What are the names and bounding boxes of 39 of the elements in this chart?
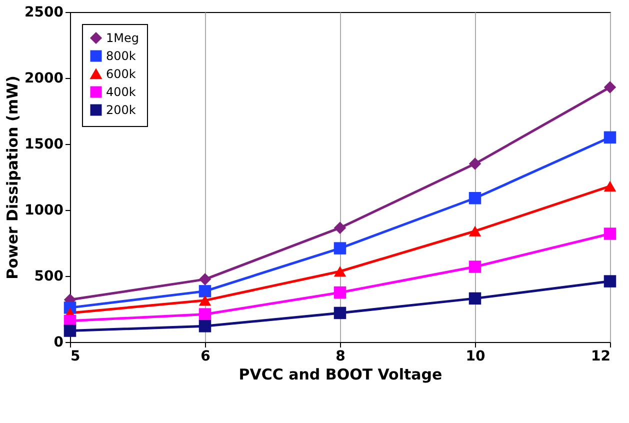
point	[198, 273, 212, 286]
legend-label: 400k	[106, 85, 136, 99]
y-tick-label: 0	[54, 334, 64, 350]
point	[604, 81, 616, 94]
legend-label: 800k	[106, 49, 136, 63]
point	[198, 285, 212, 298]
y-tick-label: 2000	[24, 70, 64, 86]
point	[468, 260, 482, 273]
point	[604, 275, 616, 288]
point	[468, 226, 482, 236]
point	[604, 228, 616, 240]
point	[198, 308, 212, 320]
x-tick-label: 10	[466, 348, 486, 364]
point	[198, 295, 212, 306]
y-tick-label: 1000	[24, 202, 64, 218]
point	[468, 292, 482, 305]
x-tick-label: 8	[336, 348, 346, 364]
y-tick-label: 500	[34, 268, 64, 284]
point	[334, 266, 346, 277]
point	[604, 131, 616, 144]
point	[198, 320, 212, 332]
x-axis-title: PVCC and BOOT Voltage	[238, 366, 442, 384]
y-axis-title: Power Dissipation (mW)	[4, 76, 22, 280]
point	[334, 306, 346, 320]
point	[468, 158, 482, 170]
point	[604, 180, 616, 192]
y-tick-label: 2500	[24, 4, 64, 20]
point	[468, 192, 482, 204]
x-tick-label: 6	[200, 348, 210, 364]
legend-label: 1Meg	[106, 31, 139, 45]
x-tick-label: 5	[70, 348, 80, 364]
y-tick-label: 1500	[24, 136, 64, 152]
point	[334, 222, 346, 234]
point	[64, 324, 76, 337]
point	[334, 242, 346, 254]
legend-label: 200k	[106, 103, 136, 117]
point	[334, 286, 346, 299]
x-tick-label: 12	[591, 348, 610, 364]
legend-label: 600k	[106, 67, 136, 81]
